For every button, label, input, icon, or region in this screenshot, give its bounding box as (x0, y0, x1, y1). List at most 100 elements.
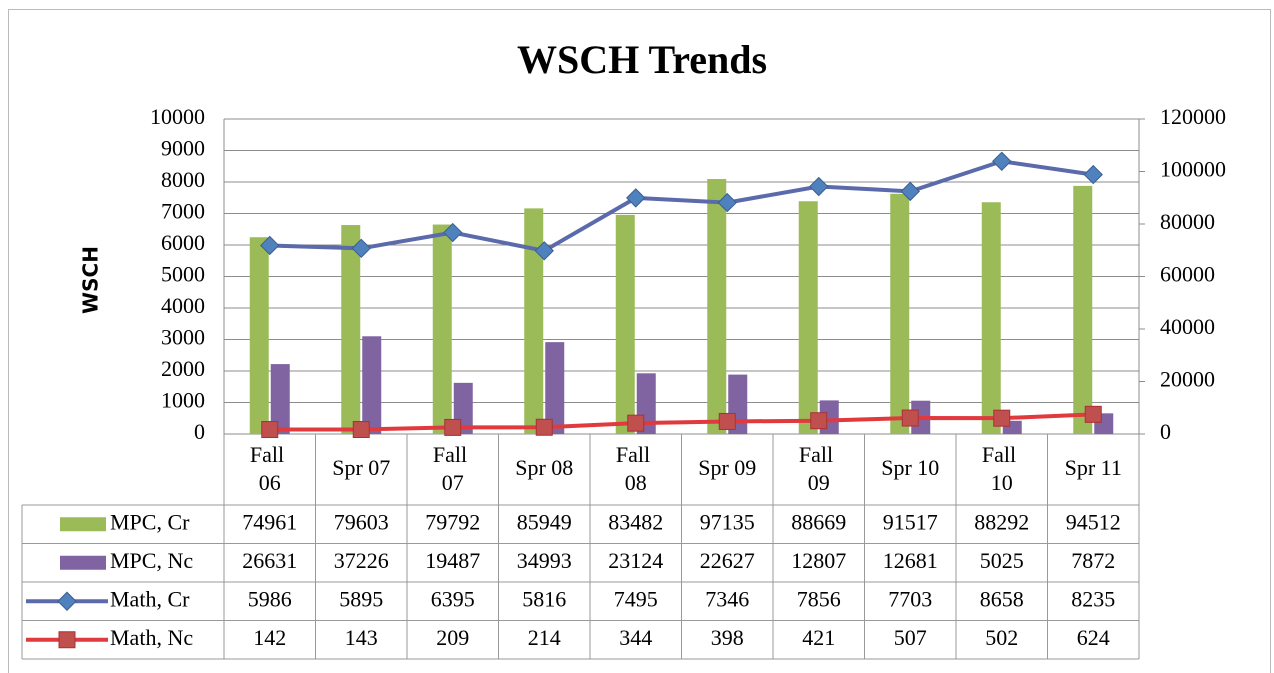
marker (535, 418, 553, 436)
y-tick-label: 2000 (161, 356, 205, 381)
line (269, 412, 1094, 432)
bar (545, 342, 565, 434)
marker (717, 192, 737, 213)
marker (626, 188, 646, 208)
bar (707, 179, 727, 434)
y2-tick-label: 80000 (1160, 209, 1215, 234)
y-tick-label: 7000 (161, 199, 205, 224)
x-tick-label-line: Fall (616, 442, 656, 467)
y-tick-label: 5000 (161, 262, 205, 287)
table-cell: 12681 (883, 548, 938, 573)
table-cell: 23124 (608, 548, 663, 573)
table-cell: 79603 (334, 509, 389, 534)
table-cell: 214 (528, 625, 561, 650)
bar (798, 201, 818, 434)
y2-tick-label: 0 (1160, 419, 1171, 444)
marker (260, 235, 280, 256)
table-cell: 7872 (1071, 548, 1115, 573)
table-cell: 7495 (614, 586, 658, 611)
y2-tick-label: 60000 (1160, 262, 1215, 287)
legend-label: MPC, Nc (110, 548, 193, 573)
table-cell: 5025 (980, 548, 1024, 573)
table-cell: 91517 (883, 509, 938, 534)
legend-marker (57, 591, 77, 611)
marker (627, 414, 645, 432)
bar (1073, 185, 1093, 434)
legend-label: MPC, Cr (110, 509, 190, 534)
x-tick-label-line: 08 (625, 470, 647, 495)
x-tick-label: Spr 09 (698, 455, 756, 480)
marker (1084, 405, 1102, 423)
x-tick-label: Fall 10 (982, 442, 1022, 495)
x-tick-label-line: Fall (982, 442, 1022, 467)
legend-key (60, 517, 106, 532)
y2-tick-label: 120000 (1160, 104, 1226, 129)
table-cell: 85949 (517, 509, 572, 534)
bar (890, 193, 910, 434)
chart-frame (8, 9, 1271, 673)
x-tick-label: Fall 07 (433, 442, 473, 495)
x-tick-label: Spr 10 (881, 455, 939, 480)
table-cell: 8235 (1071, 586, 1115, 611)
table-cell: 8658 (980, 586, 1024, 611)
table-cell: 7856 (797, 586, 841, 611)
bar (524, 208, 544, 434)
y-tick-label: 1000 (161, 388, 205, 413)
bar (341, 225, 361, 434)
marker (261, 421, 279, 439)
x-tick-label-line: Fall (799, 442, 839, 467)
legend-label: Math, Cr (110, 586, 190, 611)
table-cell: 421 (802, 625, 835, 650)
x-tick-label: Spr 08 (515, 455, 573, 480)
table-cell: 6395 (431, 586, 475, 611)
table-cell: 19487 (425, 548, 480, 573)
bar (270, 364, 290, 434)
legend-label: Math, Nc (110, 625, 193, 650)
marker (444, 418, 462, 436)
table-cell: 88669 (791, 509, 846, 534)
marker (534, 241, 554, 261)
table-cell: 26631 (242, 548, 297, 573)
table-cell: 502 (985, 625, 1018, 650)
marker (351, 238, 371, 259)
x-tick-label-line: 07 (442, 470, 464, 495)
table-cell: 624 (1077, 625, 1110, 650)
table-cell: 5816 (522, 586, 566, 611)
marker (992, 151, 1012, 171)
x-tick-label: Spr 07 (332, 455, 390, 480)
y2-tick-label: 40000 (1160, 314, 1215, 339)
table-cell: 143 (345, 625, 378, 650)
table-cell: 142 (253, 625, 286, 650)
table-cell: 74961 (242, 509, 297, 534)
y-tick-label: 9000 (161, 136, 205, 161)
table-cell: 398 (711, 625, 744, 650)
table-cell: 5895 (339, 586, 383, 611)
table-cell: 94512 (1066, 509, 1121, 534)
x-tick-label-line: 09 (808, 470, 830, 495)
x-tick-label-line: 10 (991, 470, 1013, 495)
bar (981, 202, 1001, 434)
marker (352, 420, 370, 438)
line (269, 159, 1094, 253)
table-cell: 34993 (517, 548, 572, 573)
bar (362, 336, 382, 434)
y2-tick-label: 20000 (1160, 367, 1215, 392)
marker (1083, 164, 1103, 185)
y-tick-label: 4000 (161, 293, 205, 318)
table-cell: 83482 (608, 509, 663, 534)
table-cell: 209 (436, 625, 469, 650)
marker (718, 412, 736, 430)
bar (249, 237, 269, 434)
x-tick-label: Fall 09 (799, 442, 839, 495)
table-cell: 7346 (705, 586, 749, 611)
marker (443, 222, 463, 243)
x-tick-label-line: 06 (259, 470, 281, 495)
legend-marker (58, 631, 76, 649)
marker (809, 176, 829, 197)
marker (900, 181, 920, 202)
x-tick-label-line: Fall (250, 442, 290, 467)
x-tick-label: Fall 08 (616, 442, 656, 495)
x-tick-label: Fall 06 (250, 442, 290, 495)
y-axis-title: WSCH (79, 246, 103, 314)
